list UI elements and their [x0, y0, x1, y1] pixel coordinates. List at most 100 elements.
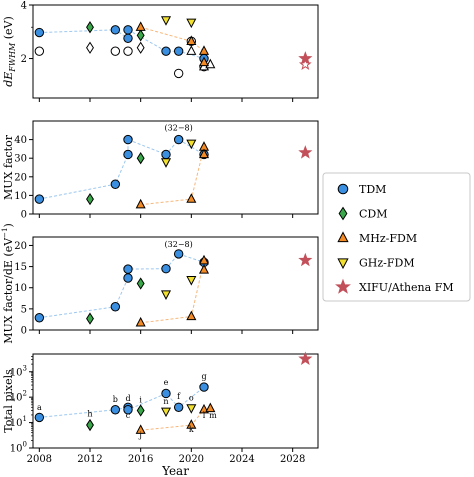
marker-tdm: [34, 412, 45, 423]
plot-frame: [32, 353, 319, 449]
marker-cdm: [136, 152, 145, 165]
y-axis-label-part: MUX factor/dE (eV: [2, 237, 15, 344]
marker-mhz-fdm: [135, 316, 146, 327]
point-label-b: b: [113, 395, 118, 404]
y-axis-label-unit: (eV): [2, 16, 15, 43]
marker-tdm: [110, 405, 121, 415]
marker-mhz-fdm: [198, 148, 210, 159]
marker-cdm: [86, 21, 94, 34]
fdm-trend-line: [140, 146, 205, 206]
legend-box: [322, 172, 471, 302]
marker-mhz-fdm: [135, 424, 146, 434]
marker-tdm: [161, 149, 171, 160]
open-marker-diamond: [86, 41, 94, 54]
x-tick-label: 2020: [179, 454, 204, 465]
y-tick-label: 0: [21, 210, 27, 221]
y-axis-label-part: dE: [2, 72, 15, 87]
marker-mhz-fdm: [186, 310, 197, 321]
legend: TDM CDM MHz-FDM GHz-FDM XIFU/Athena FM: [322, 172, 471, 302]
x-tick-label: 2012: [77, 454, 102, 465]
open-marker-circle: [110, 46, 121, 56]
marker-tdm: [110, 302, 121, 312]
point-label-e: e: [164, 378, 169, 387]
y-tick-label: 40: [14, 135, 27, 146]
y-tick-exponent: 2: [23, 390, 27, 398]
plot-frame: [32, 236, 319, 331]
point-label-d: d: [125, 394, 130, 403]
marker-cdm: [136, 404, 145, 417]
marker-mhz-fdm: [186, 419, 197, 429]
open-marker-circle: [173, 68, 184, 79]
legend-label: CDM: [359, 208, 388, 221]
y-axis-label-sub: FWHM: [8, 42, 17, 73]
y-tick-label: 5: [21, 304, 27, 315]
marker-mhz-fdm: [135, 198, 146, 209]
open-marker-triangle: [186, 45, 197, 55]
tdm-trend-line: [39, 138, 205, 200]
marker-tdm: [123, 149, 133, 160]
y-tick-label: 100: [10, 441, 27, 455]
point-label-c: c: [126, 411, 131, 420]
marker-ghz-fdm: [160, 290, 172, 300]
panel-fwhm: 2 4 dEFWHM (eV): [2, 1, 319, 102]
y-axis-label: MUX factor/dE (eV−1): [1, 223, 15, 344]
marker-tdm: [123, 264, 133, 274]
point-label-m: m: [209, 411, 217, 420]
point-label-i: i: [139, 395, 142, 404]
marker-xifu-athena-fm: [298, 252, 313, 267]
marker-mhz-fdm: [198, 264, 210, 274]
marker-ghz-fdm: [186, 276, 197, 286]
y-tick-label: 30: [14, 154, 27, 165]
marker-ghz-fdm: [160, 16, 172, 26]
y-tick-label: 0: [21, 326, 27, 337]
y-tick-exponent: 0: [23, 441, 27, 449]
x-tick-label: 2016: [128, 454, 153, 465]
open-marker-diamond: [136, 41, 145, 54]
marker-tdm: [161, 46, 171, 56]
y-tick-label: 2: [21, 54, 27, 65]
y-axis-label: Total pixels: [2, 369, 15, 433]
y-tick-label: 15: [14, 262, 27, 273]
open-marker-circle: [123, 46, 133, 56]
point-label-j: j: [138, 430, 141, 439]
y-tick-exponent: 3: [23, 364, 27, 372]
marker-tdm: [123, 134, 133, 145]
marker-tdm: [123, 33, 133, 43]
marker-xifu-athena-fm: [298, 351, 313, 365]
legend-marker-triangle-up: [337, 231, 349, 243]
marker-cdm: [136, 29, 145, 42]
marker-mhz-fdm: [186, 193, 197, 203]
marker-ghz-fdm: [186, 139, 197, 150]
point-label-l: l: [203, 411, 206, 420]
legend-entry-tdm: TDM: [337, 183, 386, 196]
legend-entry-ghz-fdm: GHz-FDM: [337, 257, 415, 270]
marker-tdm: [34, 313, 45, 323]
annotation: (32−8): [165, 123, 193, 132]
annotation: (32−8): [165, 240, 193, 249]
marker-tdm: [110, 25, 121, 35]
point-label-g: g: [201, 372, 206, 381]
legend-marker-star: [335, 278, 351, 294]
legend-label: TDM: [359, 183, 386, 196]
y-axis-label-sup: −1: [1, 227, 9, 237]
marker-ghz-fdm: [160, 158, 172, 168]
plot-frame: [32, 4, 319, 99]
marker-cdm: [86, 192, 94, 206]
point-label-f: f: [177, 392, 181, 401]
y-tick-exponent: 1: [23, 415, 27, 423]
legend-label: MHz-FDM: [359, 232, 417, 245]
point-label-n: n: [163, 397, 168, 406]
marker-tdm: [161, 388, 171, 399]
marker-tdm: [173, 134, 184, 145]
point-label-h: h: [87, 410, 92, 419]
y-tick-label: 4: [21, 1, 27, 12]
y-tick-label: 10: [14, 191, 27, 202]
open-marker-circle: [34, 46, 45, 56]
marker-tdm: [123, 25, 133, 35]
marker-xifu-athena-fm: [298, 51, 313, 65]
marker-tdm: [123, 273, 133, 283]
x-tick-label: 2008: [27, 454, 52, 465]
